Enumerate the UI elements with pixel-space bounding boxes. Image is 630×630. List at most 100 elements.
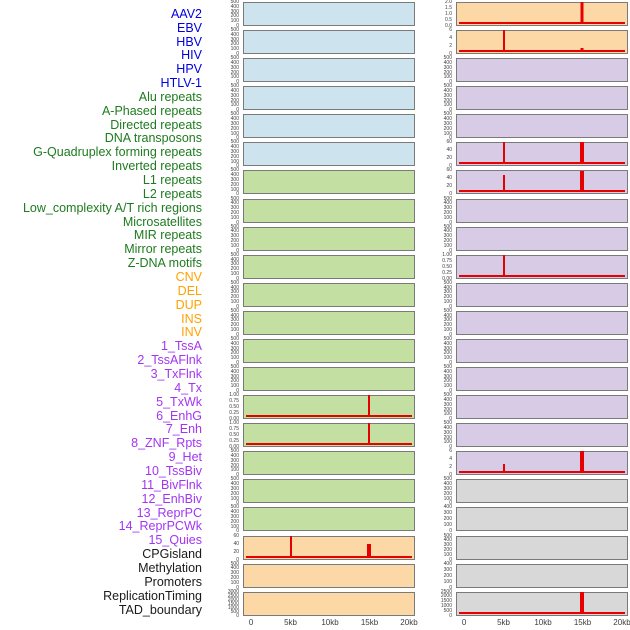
- y-tick-label: 500: [230, 27, 239, 34]
- mini-plot: [456, 338, 628, 363]
- y-tick-label: 0.50: [442, 263, 452, 270]
- y-tick-label: 100: [230, 495, 239, 502]
- y-axis-ticks: 500 400 300 200 100 0: [433, 196, 454, 225]
- y-tick-label: 400: [443, 424, 452, 431]
- track-label: 4_Tx: [174, 380, 202, 395]
- mini-plot: [243, 479, 415, 504]
- y-axis-ticks: 500 400 300 200 100 0: [433, 224, 454, 253]
- y-axis-ticks: 500 400 300 200 100 0: [220, 365, 241, 394]
- y-tick-label: 300: [443, 485, 452, 492]
- y-tick-label: 1.00: [229, 392, 239, 399]
- y-tick-label: 1500: [440, 598, 452, 605]
- mini-plot: [243, 198, 415, 223]
- track-label: 15_Quies: [148, 533, 202, 548]
- y-tick-label: 100: [443, 551, 452, 558]
- mini-plot: [456, 254, 628, 279]
- y-axis-ticks: 500 400 300 200 100 0: [433, 477, 454, 506]
- y-tick-label: 400: [443, 368, 452, 375]
- y-tick-label: 40: [446, 175, 452, 182]
- track-label: 9_Het: [168, 450, 202, 465]
- mini-plot: [456, 367, 628, 392]
- y-tick-label: 1.5: [445, 5, 452, 11]
- y-tick-label: 100: [443, 214, 452, 221]
- y-tick-label: 3000: [227, 588, 239, 595]
- mini-plot: [456, 114, 628, 139]
- mini-plot: [456, 86, 628, 111]
- y-tick-label: 500: [443, 111, 452, 118]
- track-label: INV: [181, 325, 202, 340]
- y-tick-label: 0: [236, 191, 239, 198]
- track-label: 7_Enh: [165, 422, 202, 437]
- track-label: Microsatellites: [122, 214, 202, 229]
- y-tick-label: 20: [446, 155, 452, 162]
- y-tick-label: 0: [236, 107, 239, 114]
- y-tick-label: 100: [443, 522, 452, 529]
- track-label: Inverted repeats: [111, 159, 202, 174]
- y-tick-label: 100: [230, 46, 239, 53]
- y-tick-label: 200: [230, 574, 239, 581]
- y-axis-ticks: 500 400 300 200 100 0: [220, 112, 241, 141]
- signal-baseline: [246, 555, 412, 558]
- y-tick-label: 500: [230, 55, 239, 62]
- mini-plot: [456, 170, 628, 195]
- y-tick-label: 500: [230, 251, 239, 258]
- y-tick-label: 400: [230, 200, 239, 207]
- y-tick-label: 400: [230, 256, 239, 263]
- y-tick-label: 300: [230, 120, 239, 127]
- y-tick-label: 100: [230, 158, 239, 165]
- y-tick-label: 0: [449, 79, 452, 86]
- y-tick-label: 500: [230, 83, 239, 90]
- track-label: Directed repeats: [110, 117, 202, 132]
- mini-plot: [456, 563, 628, 588]
- y-tick-label: 6: [449, 27, 452, 34]
- y-tick-label: 100: [443, 74, 452, 81]
- y-tick-label: 300: [230, 64, 239, 71]
- y-tick-label: 400: [230, 368, 239, 375]
- y-tick-label: 500: [230, 476, 239, 483]
- y-tick-label: 0: [449, 416, 452, 423]
- y-tick-label: 0: [236, 331, 239, 338]
- y-tick-label: 400: [443, 200, 452, 207]
- y-tick-label: 0.5: [445, 17, 452, 23]
- y-tick-label: 0: [236, 275, 239, 282]
- signal-spike: [580, 48, 584, 53]
- y-axis-ticks: 1.00 0.75 0.50 0.25 0.00: [220, 392, 241, 422]
- track-label: Low_complexity A/T rich regions: [22, 200, 202, 215]
- y-tick-label: 500: [443, 532, 452, 539]
- signal-baseline: [459, 162, 625, 165]
- y-tick-label: 20: [233, 548, 239, 555]
- track-label: TAD_boundary: [118, 602, 202, 617]
- y-axis-ticks: 500 400 300 200 100 0: [433, 111, 454, 141]
- y-tick-label: 500: [230, 560, 239, 567]
- track-label: 11_BivFlnk: [141, 477, 202, 492]
- y-tick-label: 0: [449, 556, 452, 563]
- y-tick-label: 0: [449, 584, 452, 591]
- x-tick-label: 0: [248, 618, 254, 627]
- y-tick-label: 500: [230, 223, 239, 230]
- mini-plot: [243, 58, 415, 83]
- x-tick-label: 5kb: [497, 618, 510, 627]
- signal-spike: [503, 175, 505, 193]
- track-label: L2 repeats: [142, 186, 202, 201]
- mini-plot: [243, 591, 415, 616]
- y-tick-label: 200: [443, 546, 452, 553]
- y-tick-label: 200: [443, 294, 452, 301]
- y-axis-ticks: 60 40 20 0: [220, 533, 241, 562]
- y-tick-label: 300: [443, 64, 452, 71]
- y-tick-label: 200: [443, 238, 452, 245]
- y-tick-label: 200: [230, 41, 239, 48]
- y-tick-label: 20: [446, 183, 452, 190]
- y-axis-ticks: 500 400 300 200 100 0: [220, 27, 241, 57]
- y-tick-label: 40: [446, 147, 452, 154]
- y-tick-label: 400: [230, 228, 239, 235]
- y-tick-label: 200: [230, 13, 239, 20]
- track-label: HPV: [176, 62, 202, 77]
- y-axis-ticks: 500 400 300 200 100 0: [433, 532, 454, 563]
- y-axis-ticks: 500 400 300 200 100 0: [220, 251, 241, 282]
- mini-plot: [456, 58, 628, 83]
- y-tick-label: 200: [443, 490, 452, 497]
- y-tick-label: 0: [449, 612, 452, 619]
- y-tick-label: 300: [230, 457, 239, 464]
- track-label: ReplicationTiming: [103, 588, 202, 603]
- track-label: 3_TxFlnk: [150, 367, 202, 382]
